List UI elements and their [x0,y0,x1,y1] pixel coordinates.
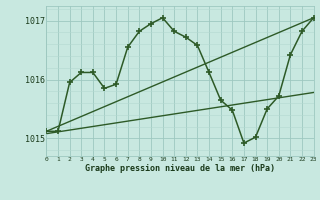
X-axis label: Graphe pression niveau de la mer (hPa): Graphe pression niveau de la mer (hPa) [85,164,275,173]
